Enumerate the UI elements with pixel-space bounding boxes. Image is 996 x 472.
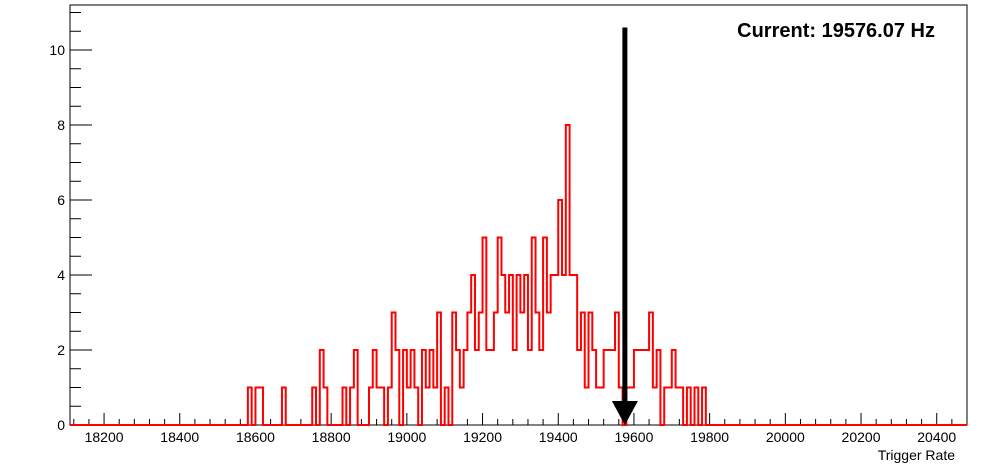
x-tick-label: 18600 [236,429,275,445]
x-tick-label: 20000 [766,429,805,445]
histogram-bar [562,275,566,425]
histogram-bar [547,313,551,426]
histogram-bar [570,275,574,425]
histogram-bar [490,350,494,425]
y-tick-label: 4 [57,267,65,283]
histogram-bar [668,388,672,426]
histogram-bar [475,350,479,425]
histogram-bar [607,350,611,425]
histogram-bar [596,388,600,426]
histogram-bar [486,350,490,425]
marker-arrowhead [611,401,638,425]
y-axis: 0 2 4 6 8 10 [49,12,92,433]
histogram-bar [645,350,649,425]
histogram-bar [638,350,642,425]
x-axis-label: Trigger Rate [878,447,956,463]
histogram-bar [585,388,589,426]
histogram-bar [539,350,543,425]
histogram-bar [676,388,680,426]
histogram-bars [248,125,706,425]
x-tick-label: 18400 [160,429,199,445]
histogram-bar [520,313,524,426]
y-tick-label: 10 [49,42,65,58]
histogram-bar [505,313,509,426]
x-tick-label: 19800 [690,429,729,445]
histogram-bar [577,350,581,425]
histogram-bar [642,350,646,425]
histogram-bar [377,388,381,426]
x-tick-label: 18200 [85,429,124,445]
x-tick-label: 19600 [614,429,653,445]
x-tick-label: 19200 [463,429,502,445]
histogram-bar [653,388,657,426]
histogram-outline [70,124,967,426]
x-tick-label: 19400 [539,429,578,445]
x-tick-label: 18800 [312,429,351,445]
current-rate-marker [611,27,638,425]
histogram-bar [513,350,517,425]
y-tick-label: 2 [57,342,65,358]
histogram-bar [554,275,558,425]
x-tick-label: 19000 [387,429,426,445]
histogram-bar [600,388,604,426]
x-axis: 18200 18400 18600 18800 19000 19200 19400 19600… [73,413,968,445]
y-tick-label: 0 [57,417,65,433]
x-tick-label: 20200 [842,429,881,445]
histogram-bar [611,350,615,425]
histogram-bar [426,388,430,426]
histogram-bar [407,388,411,426]
histogram-bar [460,388,464,426]
current-rate-annotation: Current: 19576.07 Hz [737,20,935,42]
histogram-bar [433,388,437,426]
histogram-bar [528,350,532,425]
x-tick-label: 20400 [917,429,956,445]
y-tick-label: 8 [57,117,65,133]
y-tick-label: 6 [57,192,65,208]
plot-frame [69,4,968,426]
